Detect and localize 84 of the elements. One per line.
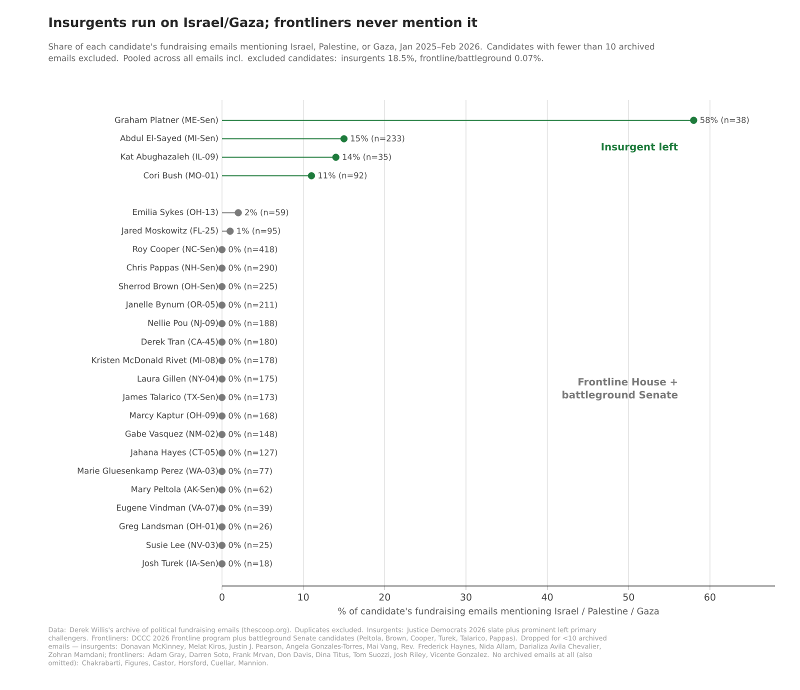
y-tick-label: Derek Tran (CA-45): [142, 338, 218, 346]
y-tick-label: Chris Pappas (NH-Sen): [126, 264, 218, 272]
data-label: 0% (n=290): [228, 264, 278, 272]
data-label: 0% (n=62): [228, 486, 272, 494]
y-tick-label: James Talarico (TX-Sen): [122, 394, 218, 402]
data-label: 1% (n=95): [237, 228, 280, 235]
point: [218, 468, 226, 476]
y-tick-label: Roy Cooper (NC-Sen): [133, 246, 218, 254]
x-tick-label: 40: [542, 594, 553, 601]
point: [226, 228, 234, 235]
data-label: 0% (n=225): [228, 282, 278, 290]
y-tick-label: Jared Moskowitz (FL-25): [121, 227, 218, 236]
y-tick-label: Greg Landsman (OH-01): [119, 522, 218, 531]
data-label: 14% (n=35): [342, 154, 391, 161]
x-tick-label: 20: [379, 594, 390, 601]
y-tick-label: Abdul El-Sayed (MI-Sen): [120, 134, 218, 143]
point: [218, 523, 226, 530]
point: [218, 338, 226, 346]
y-tick-label: Jahana Hayes (CT-05): [130, 448, 218, 457]
data-label: 0% (n=77): [228, 468, 272, 476]
data-label: 0% (n=26): [228, 523, 272, 530]
point: [218, 560, 226, 568]
data-label: 0% (n=188): [228, 320, 278, 328]
x-tick-label: 0: [220, 594, 224, 601]
data-label: 0% (n=180): [228, 338, 278, 346]
point: [308, 172, 316, 180]
point: [218, 375, 226, 383]
point: [218, 264, 226, 272]
y-tick-label: Mary Peltola (AK-Sen): [132, 486, 218, 494]
y-tick-label: Marcy Kaptur (OH-09): [130, 412, 218, 420]
data-label: 2% (n=59): [245, 209, 288, 216]
data-label: 0% (n=148): [228, 430, 278, 438]
point: [234, 209, 242, 216]
data-label: 0% (n=178): [228, 356, 278, 364]
y-tick-label: Marie Gluesenkamp Perez (WA-03): [78, 467, 218, 476]
point: [340, 135, 348, 142]
x-tick-label: 30: [460, 594, 472, 601]
data-label: 0% (n=175): [228, 375, 278, 383]
point: [218, 320, 226, 328]
point: [218, 542, 226, 549]
point: [218, 246, 226, 254]
data-label: 0% (n=25): [228, 542, 272, 549]
y-tick-label: Sherrod Brown (OH-Sen): [118, 282, 218, 290]
data-label: 0% (n=39): [228, 504, 272, 512]
point: [218, 356, 226, 364]
data-label: 0% (n=211): [228, 301, 278, 309]
point: [332, 154, 340, 161]
y-tick-label: Gabe Vasquez (NM-02): [125, 430, 218, 438]
point: [218, 412, 226, 420]
point: [218, 394, 226, 402]
point: [218, 283, 226, 290]
point: [218, 449, 226, 457]
data-label: 15% (n=233): [351, 135, 404, 142]
data-label: 0% (n=127): [228, 449, 278, 457]
data-label: 0% (n=18): [228, 560, 272, 568]
y-tick-label: Emilia Sykes (OH-13): [133, 208, 218, 217]
chart-title: Insurgents run on Israel/Gaza; frontliners never mention it: [49, 17, 478, 30]
data-label: 58% (n=38): [700, 116, 749, 124]
annotation: Frontline House + battleground Senate: [562, 378, 678, 400]
x-axis-title: % of candidate's fundraising emails mentioning Israel / Palestine / Gaza: [338, 608, 659, 616]
point: [218, 504, 226, 512]
y-tick-label: Kristen McDonald Rivet (MI-08): [92, 356, 218, 364]
y-tick-label: Nellie Pou (NJ-09): [148, 320, 218, 328]
y-tick-label: Graham Platner (ME-Sen): [115, 116, 218, 124]
point: [218, 302, 226, 309]
y-tick-label: Josh Turek (IA-Sen): [142, 560, 218, 568]
y-tick-label: Eugene Vindman (VA-07): [116, 504, 218, 512]
data-label: 11% (n=92): [318, 172, 366, 180]
y-tick-label: Cori Bush (MO-01): [144, 172, 218, 180]
y-tick-label: Susie Lee (NV-03): [146, 542, 218, 549]
x-tick-label: 60: [704, 594, 716, 601]
x-tick-label: 50: [623, 594, 634, 601]
x-tick-label: 10: [298, 594, 309, 601]
y-tick-label: Janelle Bynum (OR-05): [125, 301, 218, 310]
point: [218, 430, 226, 438]
annotation: Insurgent left: [602, 142, 678, 152]
y-tick-label: Laura Gillen (NY-04): [138, 375, 218, 383]
data-label: 0% (n=168): [228, 412, 278, 420]
chart-subtitle: Share of each candidate's fundraising emails mentioning Israel, Palestine, or Gaza, Jan 2025–Feb 2026. Candidates with fewer than 10 archived emails excluded. Pooled across all emails incl. excluded candidates: insurgents 18.5%, frontline/battleground 0.07%.: [48, 43, 654, 63]
data-label: 0% (n=173): [228, 394, 278, 402]
data-label: 0% (n=418): [228, 246, 278, 254]
y-tick-label: Kat Abughazaleh (IL-09): [121, 153, 218, 162]
point: [218, 486, 226, 494]
point: [690, 116, 698, 124]
